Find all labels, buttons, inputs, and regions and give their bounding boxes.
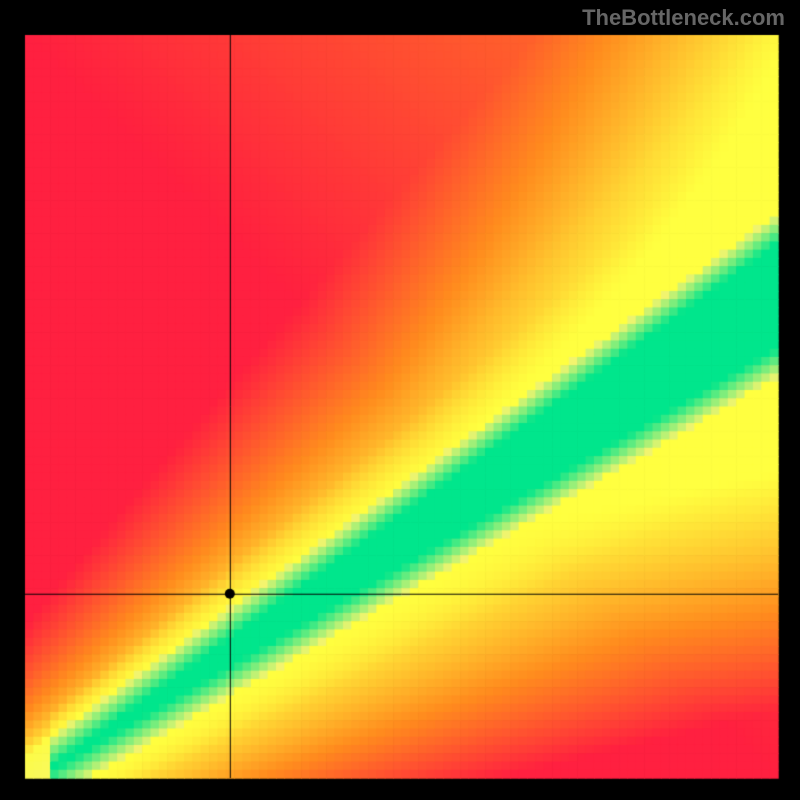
bottleneck-heatmap <box>0 0 800 800</box>
watermark-text: TheBottleneck.com <box>582 5 785 31</box>
